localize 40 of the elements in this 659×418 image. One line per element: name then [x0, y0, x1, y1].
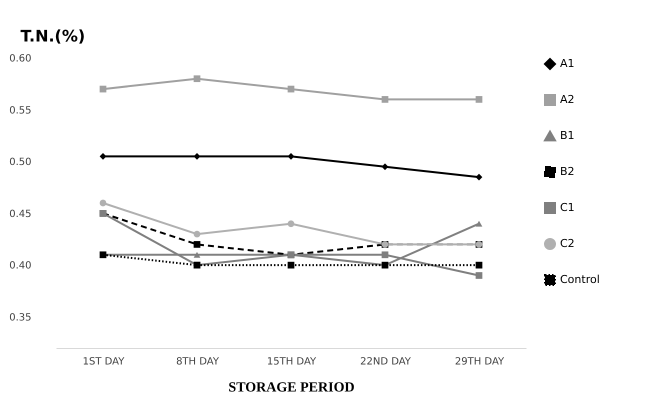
- point: [100, 86, 106, 92]
- y-tick-label: 0.45: [9, 208, 32, 220]
- y-tick-label: 0.50: [9, 157, 32, 168]
- point: [288, 86, 294, 92]
- point: [476, 220, 482, 227]
- point: [382, 163, 388, 170]
- legend-label: C2: [560, 237, 575, 250]
- x-tick-label: 29TH DAY: [454, 356, 506, 368]
- x-tick-label: 22ND DAY: [360, 356, 412, 368]
- y-tick-label: 0.60: [9, 54, 32, 64]
- point: [194, 153, 200, 160]
- point: [100, 153, 106, 160]
- point: [476, 174, 482, 180]
- y-tick-label: 0.40: [9, 260, 32, 272]
- x-tick-label: 1ST DAY: [82, 356, 126, 368]
- point: [476, 272, 482, 279]
- point: [194, 230, 200, 238]
- y-tick-label: 0.55: [9, 105, 32, 116]
- point: [476, 96, 482, 103]
- x-tick-label: 8TH DAY: [176, 356, 220, 368]
- legend-label: C1: [560, 201, 575, 214]
- x-axis-title: STORAGE PERIOD: [228, 380, 355, 396]
- x-tick-label: 15TH DAY: [266, 356, 318, 368]
- legend-label: A2: [560, 93, 575, 106]
- point: [288, 262, 294, 268]
- legend-label: Control: [560, 273, 600, 286]
- legend-label: B2: [560, 165, 575, 178]
- point: [194, 252, 200, 258]
- legend-label: A1: [560, 57, 575, 70]
- point: [194, 75, 200, 82]
- point: [194, 241, 200, 248]
- point: [100, 200, 106, 206]
- point: [382, 96, 388, 103]
- point: [288, 220, 294, 228]
- legend-label: B1: [560, 129, 575, 142]
- point: [476, 262, 482, 268]
- y-tick-label: 0.35: [9, 312, 32, 324]
- y-axis-title: T.N.(%): [20, 26, 86, 46]
- point: [382, 251, 388, 258]
- point: [288, 153, 294, 160]
